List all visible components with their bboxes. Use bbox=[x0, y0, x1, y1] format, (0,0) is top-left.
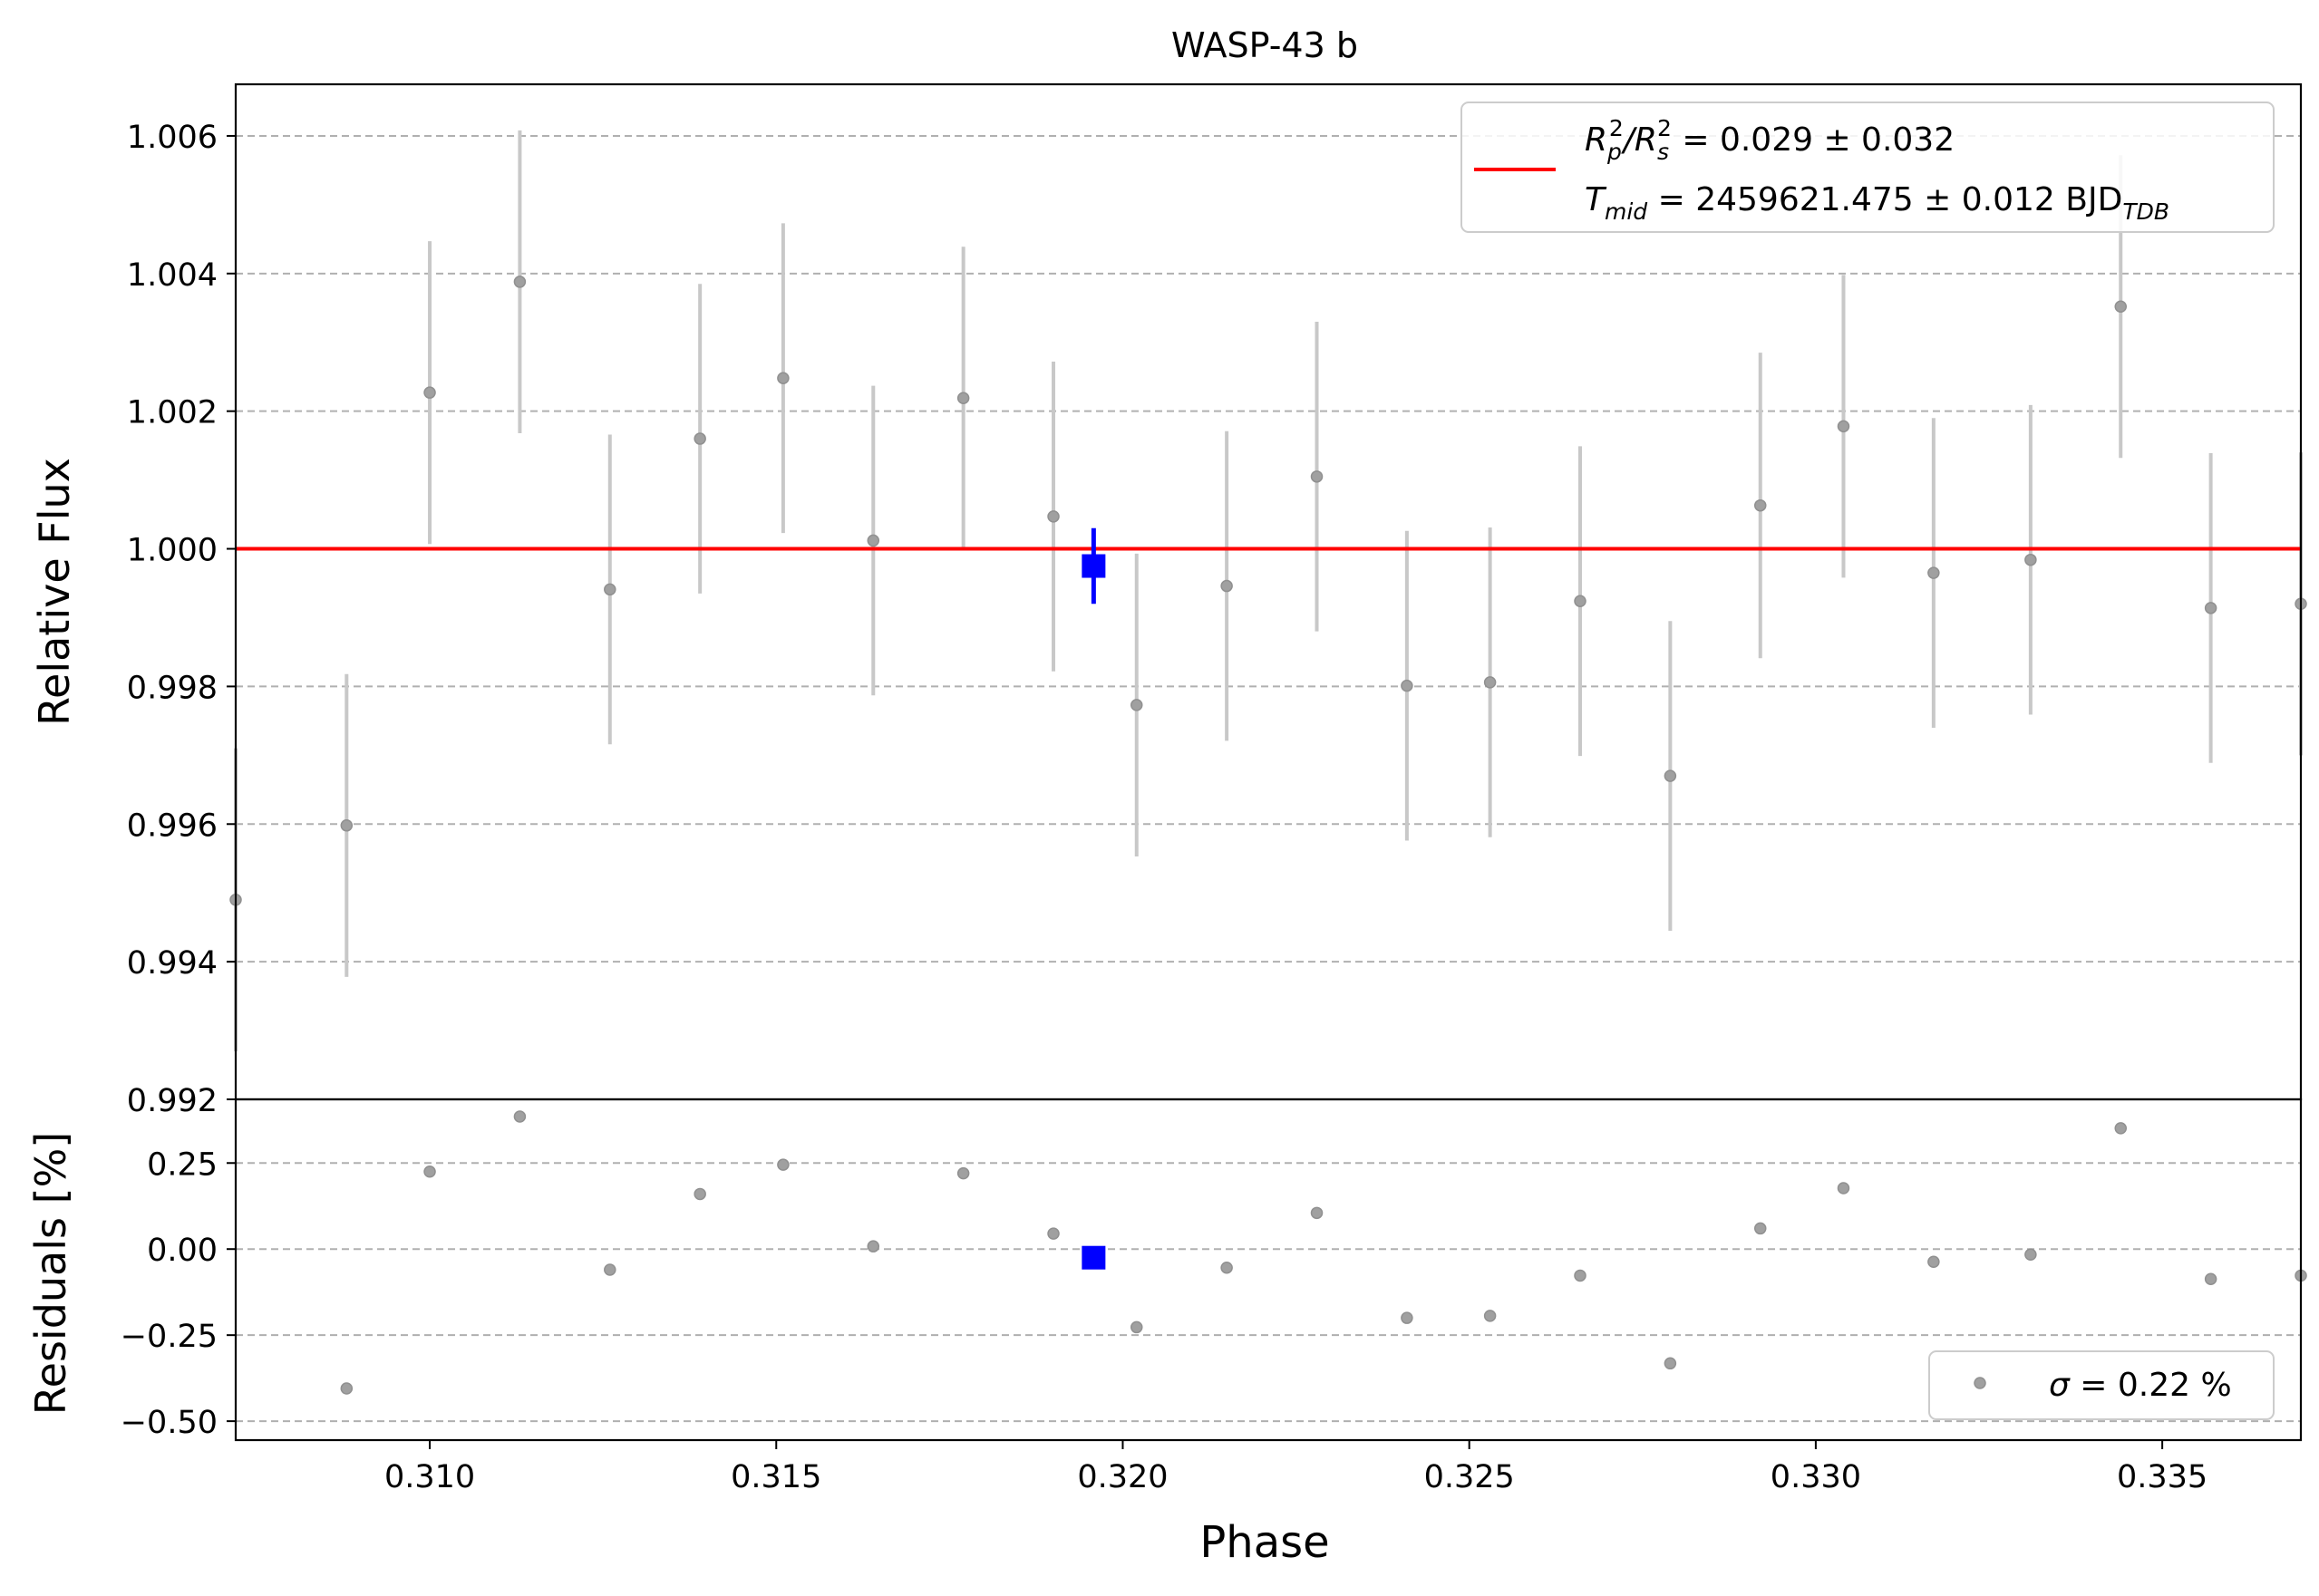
residual-data-point bbox=[513, 1110, 527, 1123]
flux-data-point bbox=[423, 386, 436, 399]
residuals-points bbox=[340, 1110, 2307, 1395]
flux-data-point bbox=[1753, 498, 1767, 512]
flux-y-tick-label: 0.992 bbox=[127, 1083, 218, 1119]
flux-panel: 0.992 0.994 0.996 0.998 1.000 1.002 1.004 1.006… bbox=[30, 82, 2307, 1119]
flux-data-point bbox=[2114, 300, 2127, 314]
chart-title: WASP-43 b bbox=[1171, 25, 1358, 65]
flux-data-point bbox=[777, 372, 790, 384]
x-tick-label: 0.320 bbox=[1077, 1459, 1168, 1495]
residuals-gridlines bbox=[236, 1162, 2301, 1423]
residuals-y-ticks: −0.50 −0.25 0.00 0.25 bbox=[121, 1146, 236, 1441]
x-tick-label: 0.330 bbox=[1771, 1459, 1861, 1495]
x-axis-ticks: 0.310 0.315 0.320 0.325 0.330 0.335 bbox=[384, 1440, 2207, 1495]
legend-residual-marker bbox=[1974, 1377, 1986, 1389]
residuals-y-axis-label: Residuals [%] bbox=[26, 1132, 75, 1415]
residuals-y-tick-label: −0.50 bbox=[121, 1405, 218, 1441]
residual-data-point bbox=[1927, 1255, 1940, 1269]
binned-data-point bbox=[1082, 554, 1106, 578]
x-tick-label: 0.335 bbox=[2117, 1459, 2207, 1495]
flux-y-tick-label: 0.994 bbox=[127, 945, 218, 982]
residuals-y-tick-label: −0.25 bbox=[121, 1319, 218, 1355]
flux-data-point bbox=[1401, 679, 1413, 692]
residual-data-point bbox=[2204, 1272, 2217, 1286]
residual-data-point bbox=[604, 1263, 616, 1276]
residuals-plot-frame bbox=[234, 1098, 2303, 1442]
residuals-legend: σ = 0.22 % bbox=[1928, 1350, 2275, 1420]
flux-y-tick-label: 0.998 bbox=[127, 670, 218, 706]
x-axis-label: Phase bbox=[1199, 1517, 1329, 1568]
residual-data-point bbox=[1574, 1269, 1586, 1282]
x-tick-label: 0.325 bbox=[1424, 1459, 1515, 1495]
flux-legend: Rp2/Rs2 = 0.029 ± 0.032 Tmid = 2459621.4… bbox=[1460, 102, 2275, 233]
residual-data-point bbox=[1047, 1227, 1060, 1240]
flux-data-point bbox=[867, 534, 880, 547]
flux-data-point bbox=[513, 276, 527, 288]
flux-data-point bbox=[694, 432, 706, 445]
legend-radius-ratio-text: Rp2/Rs2 = 0.029 ± 0.032 bbox=[1585, 115, 1955, 165]
residuals-binned-points bbox=[1082, 1245, 1106, 1270]
residual-data-point bbox=[1401, 1311, 1413, 1324]
residual-data-point bbox=[1483, 1310, 1497, 1322]
residuals-y-tick-label: 0.25 bbox=[147, 1146, 218, 1183]
flux-data-point bbox=[1220, 579, 1233, 593]
residual-data-point bbox=[340, 1382, 354, 1395]
flux-data-point bbox=[340, 819, 354, 832]
residuals-panel: −0.50−0.250.000.25 0.310 0.315 0.320 0.325 0… bbox=[26, 1098, 2307, 1568]
residual-data-point bbox=[1753, 1222, 1767, 1235]
legend-sigma-text: σ = 0.22 % bbox=[2049, 1367, 2232, 1404]
flux-data-point bbox=[604, 583, 616, 596]
residual-data-point bbox=[423, 1166, 436, 1178]
residual-data-point bbox=[777, 1158, 790, 1171]
flux-y-tick-label: 1.004 bbox=[127, 257, 218, 294]
binned-residual-point bbox=[1082, 1245, 1106, 1270]
flux-binned-points bbox=[1082, 527, 1106, 605]
flux-y-tick-label: 1.002 bbox=[127, 395, 218, 431]
residual-data-point bbox=[1220, 1261, 1233, 1274]
flux-y-axis-label: Relative Flux bbox=[30, 458, 79, 726]
flux-data-point bbox=[1483, 676, 1497, 689]
flux-data-point bbox=[1927, 566, 1940, 579]
flux-data-point bbox=[1664, 769, 1677, 782]
residual-data-point bbox=[956, 1166, 970, 1180]
flux-data-point bbox=[1047, 510, 1060, 523]
legend-mid-time-text: Tmid = 2459621.475 ± 0.012 BJDTDB bbox=[1585, 181, 2169, 225]
flux-data-point bbox=[2024, 553, 2037, 566]
flux-data-point bbox=[1837, 420, 1850, 433]
residual-data-point bbox=[1130, 1320, 1143, 1334]
x-tick-label: 0.310 bbox=[384, 1459, 475, 1495]
residual-data-point bbox=[867, 1240, 880, 1253]
x-tick-label: 0.315 bbox=[731, 1459, 821, 1495]
flux-y-tick-label: 1.006 bbox=[127, 120, 218, 156]
residual-data-point bbox=[1664, 1357, 1677, 1370]
flux-y-tick-label: 1.000 bbox=[127, 533, 218, 569]
flux-data-point bbox=[1130, 699, 1143, 711]
flux-y-tick-label: 0.996 bbox=[127, 808, 218, 844]
residual-data-point bbox=[1310, 1206, 1324, 1220]
flux-data-point bbox=[1574, 595, 1586, 608]
flux-data-point bbox=[1310, 470, 1324, 483]
residual-data-point bbox=[1837, 1182, 1850, 1195]
flux-data-point bbox=[2204, 602, 2217, 614]
flux-data-point bbox=[956, 392, 970, 405]
residual-data-point bbox=[2114, 1122, 2127, 1135]
flux-y-ticks: 0.992 0.994 0.996 0.998 1.000 1.002 1.004 1.006 bbox=[127, 120, 236, 1119]
residuals-y-tick-label: 0.00 bbox=[147, 1233, 218, 1269]
residual-data-point bbox=[2024, 1248, 2037, 1262]
residual-data-point bbox=[694, 1187, 706, 1201]
